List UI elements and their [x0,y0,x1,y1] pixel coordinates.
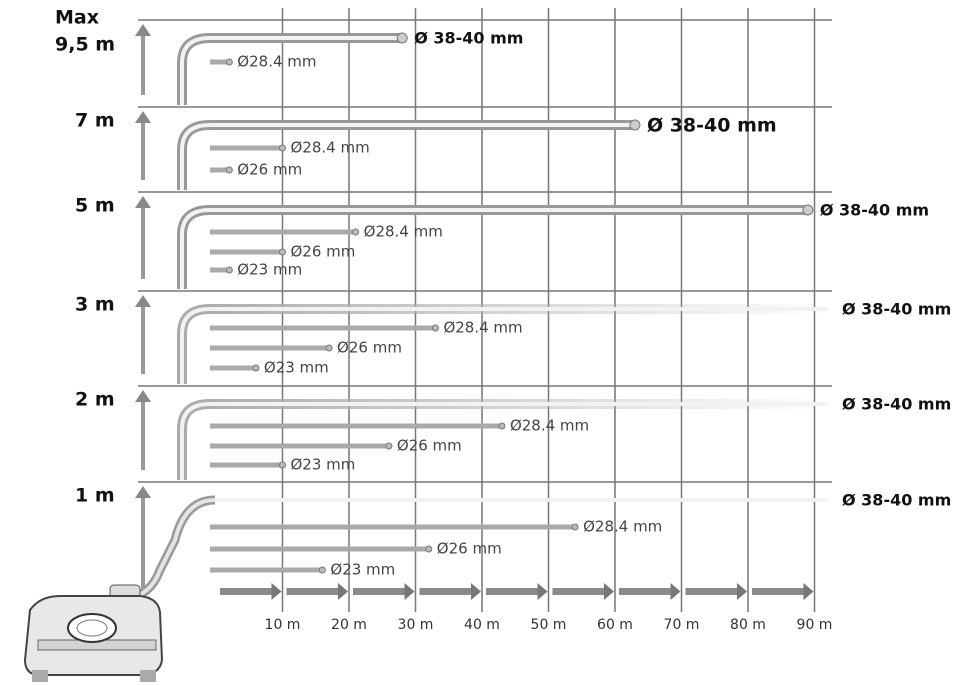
height-label: 2 m [75,389,115,411]
pipe-end [225,266,233,274]
main-pipe-highlight [180,123,635,190]
main-pipe [177,120,635,190]
pipe-end [225,58,233,66]
height-arrow-head [135,24,151,36]
pipe-label: Ø 38-40 mm [842,395,951,414]
main-pipe-highlight [180,402,828,480]
arrow-head [271,583,282,600]
pipe-label: Ø 38-40 mm [647,115,777,137]
pipe-end [352,228,360,236]
pipe-end [279,144,286,152]
pipe-label: Ø23 mm [291,456,356,474]
arrow-head [737,583,747,600]
main-pipe-highlight [180,36,403,105]
pipe-label: Ø23 mm [237,261,302,279]
pipe-label: Ø28.4 mm [583,518,662,536]
pipe-end [396,32,408,44]
arrow-body [286,588,339,595]
pipe-label: Ø 38-40 mm [842,300,951,319]
arrow-head [537,583,548,600]
arrow-body [419,588,472,595]
pipe-end [498,422,506,430]
pipe-end [425,545,433,553]
pipe-label: Ø26 mm [397,437,462,455]
arrow-body [619,588,672,595]
height-arrow-head [135,196,151,208]
arrow-head [670,583,681,600]
pipe-end [385,442,393,450]
height-label: 9,5 m [55,34,115,56]
pipe-end [802,204,814,216]
arrow-head [404,583,415,600]
arrow-body [353,588,406,595]
pipe-label: Ø 38-40 mm [842,491,951,510]
arrow-head [338,583,348,600]
height-arrow-head [135,486,151,498]
pipe-end [225,166,233,174]
pipe-label: Ø28.4 mm [443,319,522,337]
height-arrow-head [135,111,151,123]
arrow-body [220,588,273,595]
pipe-end [279,248,286,256]
x-tick-label: 60 m [597,617,633,633]
height-arrow-head [135,295,151,307]
pipe-label: Ø28.4 mm [237,53,316,71]
pipe-end [325,344,333,352]
pipe-label: Ø28.4 mm [364,223,443,241]
height-prefix: Max [55,7,99,29]
x-tick-label: 20 m [331,617,367,633]
main-pipe-highlight [180,208,808,289]
x-tick-label: 40 m [464,617,500,633]
height-label: 1 m [75,485,115,507]
pipe-label: Ø26 mm [237,161,302,179]
main-pipe-highlight [180,307,828,384]
pipe-end [279,461,286,469]
arrow-body [486,588,539,595]
main-pipe [177,399,828,480]
pipe-end [571,523,579,531]
arrow-body [752,588,805,595]
height-label: 3 m [75,294,115,316]
pipe-label: Ø28.4 mm [291,139,370,157]
x-tick-label: 80 m [730,617,766,633]
arrow-head [803,583,814,600]
arrow-head [604,583,614,600]
main-pipe [177,33,403,105]
height-label: 7 m [75,110,115,132]
pipe-label: Ø26 mm [337,339,402,357]
x-tick-label: 10 m [265,617,301,633]
pipe-end [318,566,326,574]
x-tick-label: 90 m [797,617,833,633]
x-tick-label: 30 m [398,617,434,633]
pipe-label: Ø 38-40 mm [414,29,523,48]
arrow-body [552,588,605,595]
pipe-label: Ø23 mm [264,359,329,377]
pipe-end [252,364,260,372]
pipe-end [431,324,439,332]
pipe-label: Ø26 mm [291,243,356,261]
pump [23,495,216,682]
x-tick-label: 70 m [664,617,700,633]
height-arrow-head [135,390,151,402]
height-label: 5 m [75,195,115,217]
pipe-label: Ø23 mm [330,561,395,579]
arrow-head [471,583,481,600]
arrow-body [685,588,738,595]
pipe-label: Ø28.4 mm [510,417,589,435]
pipe-label: Ø 38-40 mm [820,201,929,220]
pipe-label: Ø26 mm [437,540,502,558]
x-tick-label: 50 m [531,617,567,633]
pipe-end [629,119,641,131]
